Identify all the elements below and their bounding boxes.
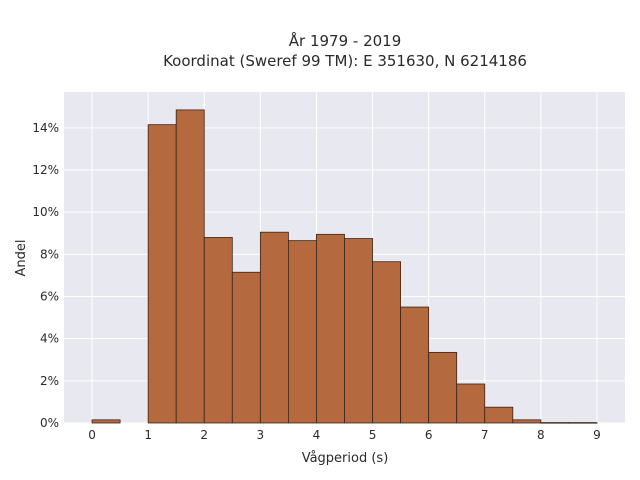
histogram-bar bbox=[428, 351, 458, 424]
chart-title-line2: Koordinat (Sweref 99 TM): E 351630, N 62… bbox=[163, 52, 527, 70]
histogram-bar bbox=[287, 240, 317, 424]
histogram-bar bbox=[372, 261, 401, 424]
y-tick-label: 6% bbox=[40, 290, 59, 304]
histogram-bar bbox=[147, 124, 177, 424]
histogram-bar bbox=[203, 237, 233, 424]
histogram-bar bbox=[484, 406, 514, 424]
histogram-bar bbox=[316, 233, 345, 424]
y-axis-label: Andel bbox=[14, 240, 29, 277]
x-tick-label: 2 bbox=[200, 428, 208, 442]
x-tick-label: 7 bbox=[481, 428, 489, 442]
histogram-bar bbox=[512, 419, 542, 424]
histogram-bar bbox=[231, 271, 261, 424]
y-tick-label: 0% bbox=[40, 416, 59, 430]
histogram-bar bbox=[456, 383, 486, 424]
histogram-bar bbox=[568, 422, 598, 424]
x-axis-label: Vågperiod (s) bbox=[302, 451, 389, 466]
histogram-bar bbox=[91, 419, 121, 424]
histogram-bar bbox=[344, 238, 373, 424]
x-tick-label: 5 bbox=[369, 428, 377, 442]
histogram-bar bbox=[259, 231, 289, 424]
histogram-bar bbox=[400, 306, 430, 424]
x-tick-label: 9 bbox=[593, 428, 601, 442]
x-tick-label: 8 bbox=[537, 428, 545, 442]
y-tick-label: 2% bbox=[40, 374, 59, 388]
y-tick-label: 10% bbox=[32, 205, 59, 219]
x-tick-label: 4 bbox=[313, 428, 321, 442]
y-tick-label: 8% bbox=[40, 247, 59, 261]
histogram-bar bbox=[175, 109, 205, 424]
bars bbox=[91, 109, 598, 424]
x-tick-label: 6 bbox=[425, 428, 433, 442]
chart-title-line1: År 1979 - 2019 bbox=[289, 31, 402, 50]
y-tick-label: 12% bbox=[32, 163, 59, 177]
x-tick-label: 0 bbox=[88, 428, 96, 442]
histogram-bar bbox=[540, 422, 570, 424]
x-tick-label: 3 bbox=[257, 428, 265, 442]
y-tick-labels: 0% 2% 4% 6% 8% 10% 12% 14% bbox=[32, 121, 59, 430]
y-tick-label: 14% bbox=[32, 121, 59, 135]
x-tick-labels: 0 1 2 3 4 5 6 7 8 9 bbox=[88, 428, 601, 442]
x-tick-label: 1 bbox=[144, 428, 152, 442]
y-tick-label: 4% bbox=[40, 332, 59, 346]
